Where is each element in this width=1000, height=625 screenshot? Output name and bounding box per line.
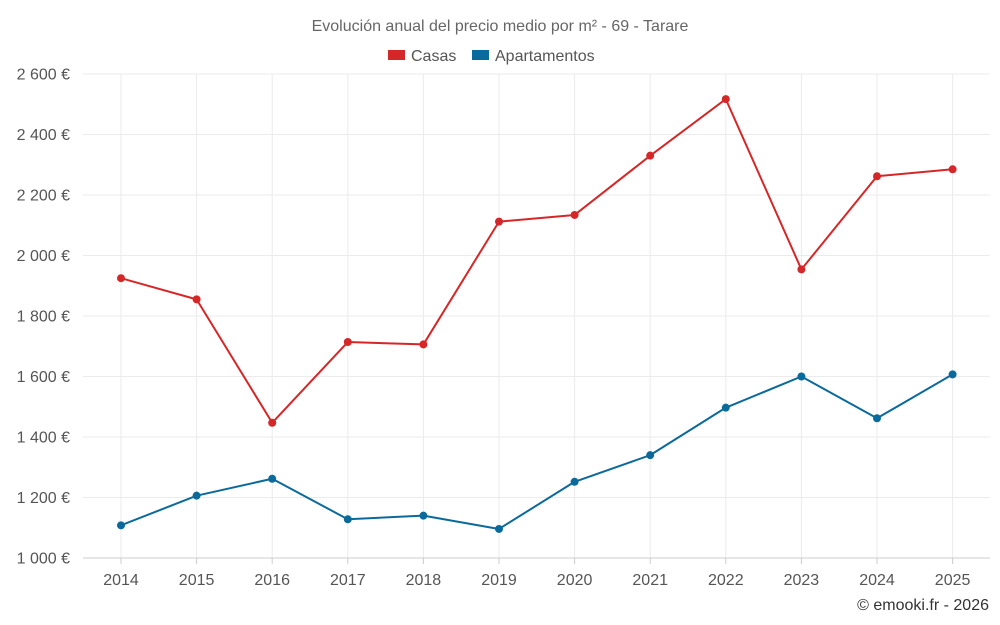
data-point-apartamentos[interactable] [343, 515, 352, 524]
chart-title: Evolución anual del precio medio por m² … [312, 18, 689, 35]
data-point-casas[interactable] [948, 165, 957, 174]
x-tick-label: 2022 [708, 572, 744, 589]
legend-swatch-apartamentos [472, 50, 489, 60]
y-tick-label: 2 600 € [17, 67, 70, 84]
data-point-apartamentos[interactable] [721, 403, 730, 412]
x-tick-label: 2024 [859, 572, 895, 589]
data-point-casas[interactable] [343, 338, 352, 347]
data-point-casas[interactable] [570, 210, 579, 219]
data-point-casas[interactable] [495, 217, 503, 226]
data-point-apartamentos[interactable] [117, 521, 125, 530]
x-tick-label: 2017 [330, 572, 366, 589]
y-tick-label: 1 600 € [17, 369, 70, 386]
legend-label-casas: Casas [411, 48, 456, 65]
data-point-apartamentos[interactable] [268, 474, 277, 483]
data-point-casas[interactable] [646, 151, 655, 160]
data-point-apartamentos[interactable] [419, 511, 428, 520]
data-point-casas[interactable] [721, 95, 730, 104]
x-axis: 2014 2015 2016 2017 2018 2019 2020 2021 2022 2023… [83, 557, 990, 589]
x-tick-label: 2020 [557, 572, 593, 589]
y-axis: 1 000 € 1 200 € 1 400 € 1 600 € 1 800 € 2 000… [17, 67, 70, 568]
data-point-apartamentos[interactable] [797, 372, 806, 381]
data-point-apartamentos[interactable] [570, 477, 579, 486]
data-point-casas[interactable] [873, 172, 881, 181]
x-tick-label: 2018 [406, 572, 442, 589]
legend-label-apartamentos: Apartamentos [495, 48, 595, 65]
series-line-apartamentos [120, 373, 954, 530]
y-tick-label: 1 200 € [17, 490, 70, 507]
grid [83, 73, 990, 559]
data-point-casas[interactable] [268, 418, 277, 427]
data-point-apartamentos[interactable] [192, 491, 201, 500]
data-point-casas[interactable] [192, 295, 201, 304]
data-point-apartamentos[interactable] [948, 370, 957, 379]
series-line-casas [120, 98, 953, 424]
x-tick-label: 2014 [103, 572, 139, 589]
y-tick-label: 2 200 € [17, 188, 70, 205]
data-point-casas[interactable] [797, 265, 806, 274]
x-tick-label: 2021 [632, 572, 668, 589]
legend-item-apartamentos[interactable]: Apartamentos [472, 48, 595, 65]
data-point-casas[interactable] [419, 340, 428, 349]
x-tick-label: 2015 [179, 572, 215, 589]
legend-item-casas[interactable]: Casas [388, 48, 456, 65]
y-tick-label: 2 000 € [17, 248, 70, 265]
data-point-apartamentos[interactable] [873, 414, 881, 423]
data-point-apartamentos[interactable] [646, 451, 655, 460]
y-tick-label: 1 400 € [17, 430, 70, 447]
x-tick-label: 2025 [935, 572, 971, 589]
data-point-apartamentos[interactable] [495, 524, 503, 533]
x-tick-label: 2016 [254, 572, 290, 589]
data-point-casas[interactable] [117, 274, 125, 283]
y-tick-label: 1 000 € [17, 551, 70, 568]
legend: Casas Apartamentos [388, 48, 595, 65]
series-layer [117, 95, 957, 533]
credit-text: © emooki.fr - 2026 [857, 597, 989, 614]
x-tick-label: 2023 [784, 572, 820, 589]
x-tick-label: 2019 [481, 572, 517, 589]
y-tick-label: 2 400 € [17, 127, 70, 144]
y-tick-label: 1 800 € [17, 309, 70, 326]
legend-swatch-casas [388, 50, 405, 60]
